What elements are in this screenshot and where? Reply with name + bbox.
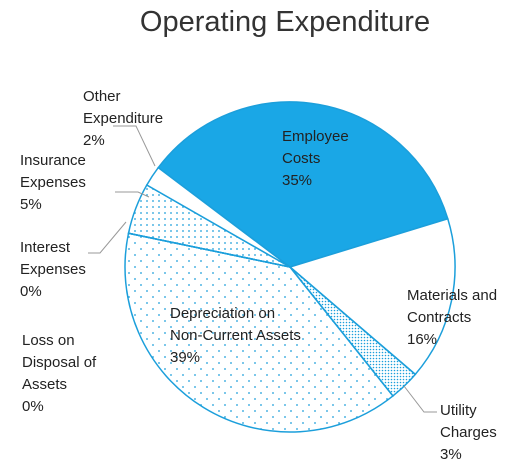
category-name: Insurance Expenses — [20, 152, 86, 191]
pie-slice — [124, 232, 394, 433]
value-label: 5% — [20, 196, 42, 213]
category-name: Interest Expenses — [20, 239, 86, 278]
value-label: 3% — [440, 446, 462, 463]
slice-label: Materials and Contracts 16% — [407, 285, 521, 351]
value-label: 0% — [22, 398, 44, 415]
category-name: Materials and Contracts — [407, 287, 498, 326]
slice-label: Loss on Disposal of Assets 0% — [22, 330, 112, 418]
category-name: Loss on Disposal of Assets — [22, 332, 97, 393]
slice-label: Insurance Expenses 5% — [20, 150, 110, 216]
leader-lines — [88, 125, 437, 413]
slice-label: Utility Charges 3% — [440, 400, 520, 466]
pie-slice — [288, 217, 456, 376]
pie-slice — [145, 166, 291, 268]
category-name: Other Expenditure — [83, 88, 164, 127]
category-name: Utility Charges — [440, 402, 497, 441]
value-label: 0% — [20, 283, 42, 300]
value-label: 2% — [83, 132, 105, 149]
category-name: Employee Costs — [282, 128, 349, 167]
slice-label: Other Expenditure 2% — [83, 86, 193, 152]
slice-label: Interest Expenses 0% — [20, 237, 110, 303]
category-name: Depreciation on Non-Current Assets — [170, 305, 301, 344]
value-label: 39% — [170, 349, 201, 366]
slice-label: Depreciation on Non-Current Assets 39% — [170, 303, 305, 369]
slice-label: Employee Costs 35% — [282, 126, 372, 192]
pie-slice — [157, 101, 449, 268]
value-label: 35% — [282, 172, 313, 189]
chart-title: Operating Expenditure — [139, 6, 431, 38]
value-label: 16% — [407, 331, 438, 348]
